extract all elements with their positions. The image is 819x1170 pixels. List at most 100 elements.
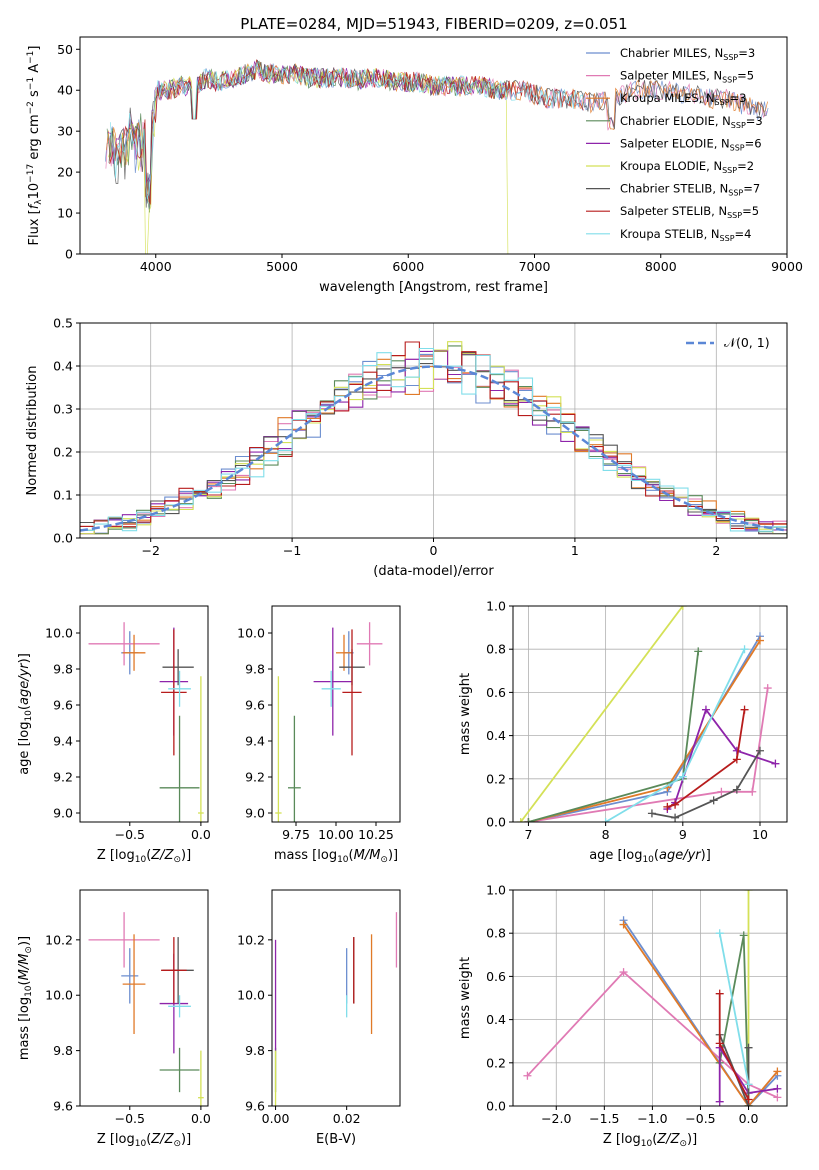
label-part: )] — [388, 848, 398, 863]
legend-entry: Kroupa MILES, NSSP=3 — [620, 91, 746, 107]
legend-label: Kroupa STELIB, N — [620, 227, 720, 241]
y-tick-label: 9.6 — [53, 1099, 73, 1114]
weight-marker — [647, 809, 656, 818]
errorbar-point — [336, 634, 352, 671]
panel-weight-vs-Z: −2.0 −1.5 −1.0 −0.5 0.0 0.0 0.2 0.4 0.6 0.8 1.0 Z [… — [458, 883, 788, 1149]
label-part: −17 — [26, 164, 36, 183]
y-tick-label: 10.0 — [45, 988, 73, 1003]
axes-frame — [79, 605, 209, 823]
x-axis-label: age [log10(age/yr)] — [589, 848, 711, 865]
x-tick-label: −0.5 — [115, 827, 145, 842]
x-tick-label: −0.5 — [115, 1111, 145, 1126]
weight-marker — [523, 1071, 532, 1080]
weight-marker — [619, 920, 628, 929]
axes-frame — [512, 889, 788, 1107]
legend-label: Kroupa ELODIE, N — [620, 159, 722, 173]
errorbar-point — [159, 1047, 200, 1093]
weight-line — [667, 709, 746, 808]
label-part: erg cm — [27, 114, 42, 163]
legend-sub: SSP — [715, 98, 730, 107]
plot-area-mass-vs-Z — [88, 912, 204, 1106]
y-axis-label: mass weight — [458, 673, 473, 755]
spectrum-line — [109, 58, 584, 204]
y-tick-label: 0.1 — [53, 488, 73, 503]
y-tick-label: 10.2 — [45, 932, 73, 947]
weight-line — [528, 687, 769, 822]
weight-marker — [773, 1093, 782, 1102]
y-tick-label: 9.8 — [53, 662, 73, 677]
errorbar-point — [313, 627, 352, 736]
y-tick-label: 10.0 — [237, 988, 265, 1003]
errorbar-point — [121, 948, 139, 1004]
label-part: )] — [17, 936, 32, 946]
weight-line — [718, 1034, 750, 1106]
weight-marker — [671, 800, 680, 809]
y-tick-label: 1.0 — [486, 883, 506, 898]
label-part: )] — [701, 848, 711, 863]
y-tick-label: 0.3 — [53, 402, 73, 417]
errorbar-point — [321, 670, 341, 707]
label-part: 10 — [27, 183, 42, 200]
x-tick-label: 7 — [524, 827, 532, 842]
legend-tail: =7 — [743, 182, 760, 196]
weight-marker — [744, 1043, 753, 1052]
weight-marker — [763, 684, 772, 693]
weight-line — [528, 651, 700, 822]
label-part: −1 — [26, 51, 36, 64]
label-part: 10 — [24, 710, 34, 722]
x-tick-label: 9 — [679, 827, 687, 842]
legend-tail: =6 — [745, 136, 762, 150]
y-axis-label: Normed distribution — [25, 366, 40, 496]
label-part: ( — [652, 1132, 657, 1147]
y-tick-label: 9.6 — [245, 698, 265, 713]
label-part: ( — [146, 1132, 151, 1147]
weight-marker — [739, 931, 748, 940]
weight-marker — [516, 818, 525, 822]
y-tick-label: 10.0 — [45, 626, 73, 641]
legend-label: Salpeter STELIB, N — [620, 204, 727, 218]
label-part: mass [log — [274, 848, 337, 863]
y-tick-label: 30 — [57, 124, 73, 139]
errorbar-point — [342, 629, 362, 756]
legend-entry: Kroupa STELIB, NSSP=4 — [620, 227, 751, 243]
y-tick-label: 0.4 — [53, 359, 73, 374]
label-part: M/M — [354, 848, 381, 863]
label-part: ⊙ — [679, 1139, 687, 1149]
weight-line — [622, 919, 779, 1106]
label-part: f — [27, 202, 42, 209]
errorbar-point — [288, 715, 301, 822]
label-part: ⊙ — [380, 855, 388, 865]
weight-line — [622, 924, 779, 1106]
axes-frame — [271, 889, 401, 1107]
label-part: age [log — [17, 722, 32, 775]
y-tick-label: 0.4 — [486, 728, 506, 743]
weight-marker — [755, 746, 764, 755]
label-part: 10 — [337, 855, 349, 865]
y-tick-label: 0.4 — [486, 1012, 506, 1027]
plot-area-age-vs-mass — [275, 622, 383, 822]
label-part: 10 — [641, 1139, 653, 1149]
errorbar-point — [161, 937, 187, 1004]
label-part: mass [log — [17, 997, 32, 1060]
x-tick-label: 0 — [430, 543, 438, 558]
y-tick-label: 0.0 — [486, 1099, 506, 1114]
x-axis-label: E(B-V) — [316, 1132, 356, 1147]
x-tick-label: −1.5 — [589, 1111, 619, 1126]
x-tick-label: −2.0 — [541, 1111, 571, 1126]
legend-entry: Salpeter MILES, NSSP=5 — [620, 69, 754, 85]
errorbar-point — [198, 1050, 204, 1106]
weight-marker — [715, 1097, 724, 1106]
errorbar-point — [168, 995, 191, 1018]
errorbar-point — [159, 715, 200, 822]
label-part: age [log — [589, 848, 642, 863]
weight-marker — [715, 1039, 724, 1048]
errorbar-point — [88, 622, 160, 666]
errorbar-point — [168, 670, 191, 707]
axes-frame — [79, 36, 788, 255]
weight-marker — [740, 645, 749, 654]
x-tick-label: −1.0 — [637, 1111, 667, 1126]
label-part: ( — [146, 848, 151, 863]
panel-mass-vs-Z: −0.5 0.09.69.810.010.2Z [log10(Z/Z⊙)]mass… — [17, 889, 211, 1149]
weight-marker — [771, 759, 780, 768]
